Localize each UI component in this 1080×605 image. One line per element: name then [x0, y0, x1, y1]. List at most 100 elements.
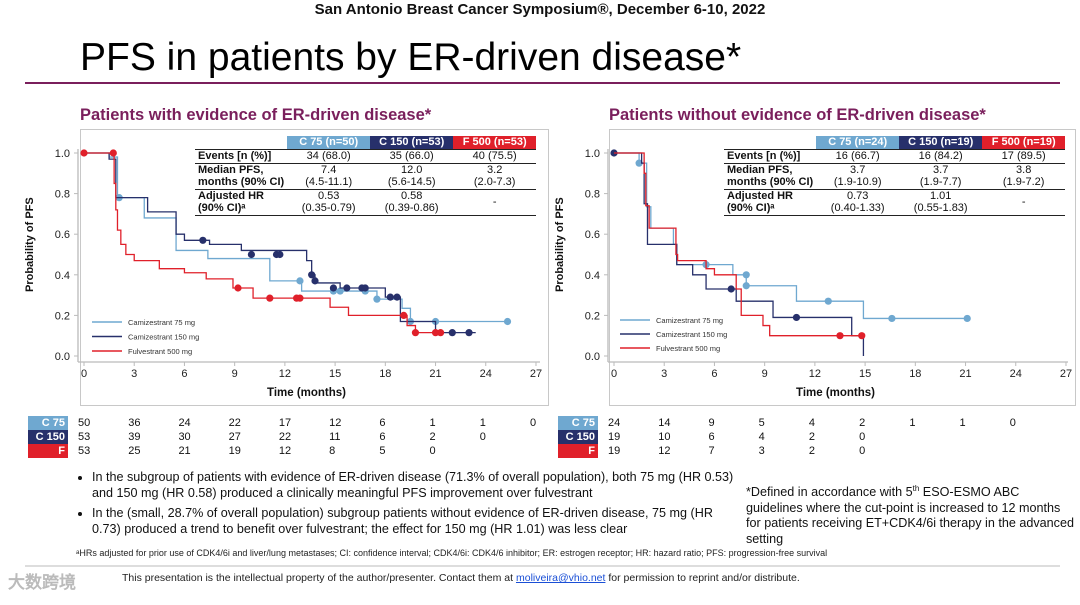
right-km-chart: 0.0 0.2 0.4 0.6 0.8 1.0 0 3 6 9 12 15 18 21 24 27 Camize…: [585, 148, 1072, 380]
censor-mark: [431, 329, 440, 337]
censor-mark: [247, 250, 255, 259]
at-risk-count: 6: [379, 431, 386, 443]
column-header: C 75 (n=50): [287, 136, 371, 150]
y-tick-label: 0.4: [585, 270, 600, 282]
column-header: C 150 (n=53): [370, 136, 454, 150]
stat-cell: 40 (75.5): [453, 149, 537, 164]
legend-label: Fulvestrant 500 mg: [656, 344, 720, 353]
footnote: ᵃHRs adjusted for prior use of CDK4/6i a…: [76, 548, 828, 558]
at-risk-count: 25: [128, 445, 141, 457]
x-tick-label: 15: [329, 368, 341, 380]
censor-mark: [311, 277, 319, 285]
at-risk-count: 11: [329, 431, 341, 443]
censor-mark: [276, 250, 284, 259]
censor-mark: [234, 284, 242, 292]
at-risk-count: 22: [228, 417, 241, 429]
column-header: F 500 (n=53): [453, 136, 537, 150]
at-risk-count: 1: [959, 417, 966, 429]
x-tick-label: 18: [379, 368, 391, 380]
title-divider: [25, 82, 1060, 84]
legend-label: Camizestrant 75 mg: [128, 318, 195, 327]
left-km-chart: 0.0 0.2 0.4 0.6 0.8 1.0 0 3 6 9 12 15 18 21 24 27 Camize…: [55, 148, 542, 380]
at-risk-count: 30: [178, 431, 191, 443]
x-tick-label: 21: [429, 368, 441, 380]
at-risk-count: 4: [808, 417, 815, 429]
at-risk-count: 5: [758, 417, 765, 429]
censor-mark: [836, 332, 844, 340]
at-risk-count: 10: [658, 431, 671, 443]
at-risk-count: 12: [658, 445, 671, 457]
stat-cell: 35 (66.0): [370, 149, 454, 164]
at-risk-count: 2: [808, 445, 815, 457]
x-tick-label: 21: [959, 368, 971, 380]
stat-cell: 3.8 (1.9-7.2): [982, 163, 1066, 190]
stat-cell: 3.2 (2.0-7.3): [453, 163, 537, 190]
censor-mark: [635, 159, 643, 167]
censor-mark: [386, 293, 394, 301]
stat-cell: 1.01 (0.55-1.83): [899, 189, 983, 216]
censor-mark: [742, 271, 750, 279]
stat-cell: 16 (84.2): [899, 149, 983, 164]
at-risk-count: 19: [608, 445, 621, 457]
km-curve-f500: [614, 152, 864, 337]
censor-mark: [393, 293, 401, 301]
x-tick-label: 0: [81, 368, 87, 380]
at-risk-count: 1: [479, 417, 486, 429]
row-label: Events [n (%)]: [724, 149, 817, 164]
right-chart-title: Patients without evidence of ER-driven d…: [609, 106, 986, 124]
stat-cell: 0.73 (0.40-1.33): [816, 189, 900, 216]
stat-cell: -: [453, 189, 537, 216]
at-risk-count: 3: [758, 445, 765, 457]
at-risk-count: 0: [859, 445, 866, 457]
x-tick-label: 27: [530, 368, 542, 380]
y-tick-label: 0.6: [585, 229, 600, 241]
at-risk-count: 1: [909, 417, 916, 429]
censor-mark: [400, 311, 408, 319]
at-risk-count: 0: [429, 445, 436, 457]
at-risk-count: 0: [529, 417, 537, 429]
left-chart-frame: [80, 129, 549, 406]
y-tick-label: 0.0: [585, 351, 600, 363]
right-x-axis-label: Time (months): [796, 387, 876, 399]
left-stats-table: C 75 (n=50) C 150 (n=53) F 500 (n=53) Event…: [195, 136, 537, 216]
column-header: C 150 (n=19): [899, 136, 983, 150]
at-risk-count: 12: [329, 417, 342, 429]
footer-divider: [25, 565, 1060, 567]
at-risk-label: F: [558, 444, 598, 458]
y-tick-label: 0.4: [55, 270, 70, 282]
at-risk-count: 5: [379, 445, 386, 457]
x-tick-label: 15: [859, 368, 871, 380]
at-risk-count: 22: [278, 431, 292, 443]
at-risk-count: 19: [608, 431, 621, 443]
x-tick-label: 24: [480, 368, 492, 380]
stat-cell: 16 (66.7): [816, 149, 900, 164]
at-risk-count: 0: [1009, 417, 1016, 429]
censor-mark: [343, 284, 351, 292]
x-tick-label: 24: [1010, 368, 1022, 380]
watermark: 大数跨境: [8, 573, 76, 592]
legend-label: Camizestrant 150 mg: [128, 333, 199, 342]
x-tick-label: 3: [661, 368, 667, 380]
y-tick-label: 1.0: [55, 148, 70, 160]
at-risk-count: 4: [758, 431, 765, 443]
censor-mark: [858, 332, 866, 340]
censor-mark: [792, 313, 801, 322]
km-curve-c75: [84, 152, 508, 323]
at-risk-count: 27: [228, 431, 241, 443]
at-risk-count: 39: [128, 431, 141, 443]
x-tick-label: 9: [232, 368, 238, 380]
at-risk-count: 1: [429, 417, 436, 429]
stat-cell: 17 (89.5): [982, 149, 1066, 164]
censor-mark: [199, 236, 207, 244]
stat-cell: 7.4 (4.5-11.1): [287, 163, 371, 190]
x-tick-label: 12: [279, 368, 291, 380]
x-tick-label: 6: [181, 368, 187, 380]
at-risk-label: C 150: [28, 430, 68, 444]
contact-email-link[interactable]: moliveira@vhio.net: [515, 572, 606, 584]
at-risk-count: 50: [78, 417, 91, 429]
censor-mark: [361, 284, 369, 292]
at-risk-count: 24: [608, 417, 621, 429]
censor-mark: [448, 329, 456, 337]
x-tick-label: 27: [1060, 368, 1072, 380]
at-risk-count: 12: [278, 445, 292, 457]
